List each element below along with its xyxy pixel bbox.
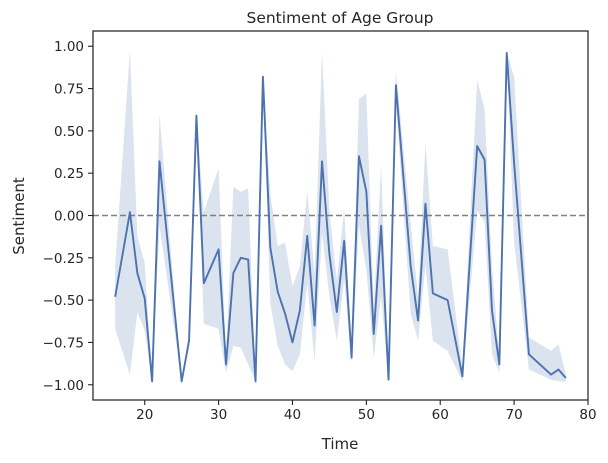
- x-tick-label: 60: [432, 407, 449, 423]
- x-tick-label: 80: [579, 407, 596, 423]
- y-tick-label: 0.50: [54, 124, 84, 140]
- chart-title: Sentiment of Age Group: [246, 9, 433, 27]
- y-axis-ticks: −1.00 −0.75 −0.50 −0.25 0.00 0.25 0.50 0.75 1.00: [43, 39, 93, 394]
- y-tick-label: −1.00: [43, 378, 84, 394]
- sentiment-series-line: [114, 52, 567, 383]
- y-tick-label: 0.25: [54, 166, 84, 182]
- x-tick-label: 70: [506, 407, 523, 423]
- y-tick-label: −0.75: [43, 335, 84, 351]
- y-tick-label: 0.00: [54, 209, 84, 225]
- y-tick-label: −0.50: [43, 293, 84, 309]
- confidence-band: [115, 49, 566, 382]
- y-tick-label: −0.25: [43, 251, 84, 267]
- y-axis-title: Sentiment: [10, 177, 28, 255]
- line-layer: [114, 52, 567, 383]
- confidence-band-layer: [115, 49, 566, 382]
- x-tick-label: 50: [358, 407, 375, 423]
- y-tick-label: 0.75: [54, 82, 84, 98]
- y-tick-label: 1.00: [54, 39, 84, 55]
- x-tick-label: 40: [284, 407, 301, 423]
- x-tick-label: 20: [136, 407, 153, 423]
- x-axis-title: Time: [321, 435, 359, 453]
- x-tick-label: 30: [210, 407, 227, 423]
- x-axis-ticks: 20 30 40 50 60 70 80: [136, 400, 597, 423]
